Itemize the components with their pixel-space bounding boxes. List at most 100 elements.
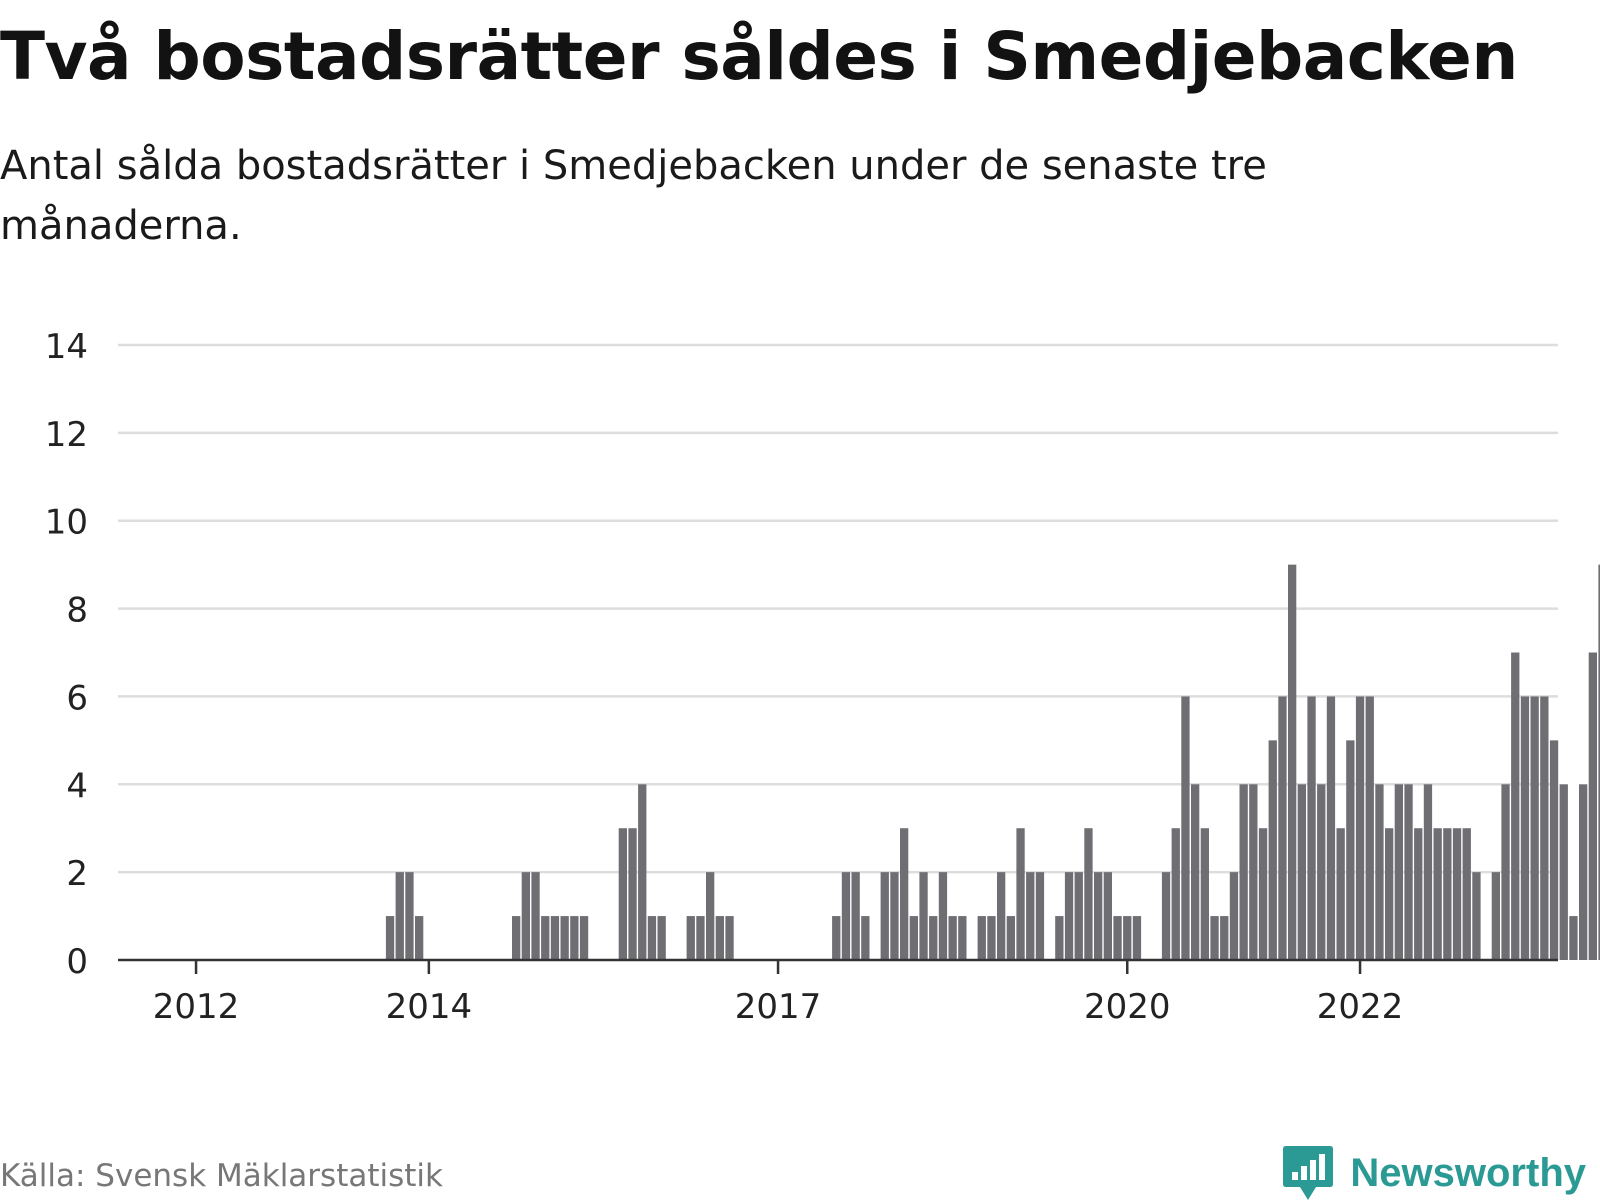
bar bbox=[1210, 916, 1219, 960]
bar bbox=[1588, 652, 1597, 960]
bar bbox=[1385, 828, 1394, 960]
bar bbox=[1472, 872, 1481, 960]
bar bbox=[1579, 784, 1588, 960]
bar bbox=[715, 916, 724, 960]
bar-chart: 02468101214201220142017202020222 bbox=[45, 327, 1600, 1020]
bar bbox=[1249, 784, 1258, 960]
newsworthy-logo-icon bbox=[1283, 1146, 1334, 1200]
bar bbox=[1501, 784, 1510, 960]
bar bbox=[919, 872, 928, 960]
bar bbox=[1549, 740, 1559, 960]
bar bbox=[1491, 872, 1500, 960]
bar bbox=[1229, 872, 1239, 960]
y-tick-label: 14 bbox=[45, 327, 88, 367]
bar bbox=[1132, 916, 1142, 960]
bar bbox=[1355, 696, 1365, 960]
bar bbox=[618, 828, 627, 960]
bar bbox=[647, 916, 657, 960]
bar bbox=[1113, 916, 1122, 960]
bar bbox=[900, 828, 909, 960]
bar bbox=[1103, 872, 1112, 960]
gridlines bbox=[118, 343, 1558, 874]
bar bbox=[628, 828, 637, 960]
bar bbox=[550, 916, 560, 960]
bar bbox=[560, 916, 569, 960]
y-tick-label: 10 bbox=[45, 503, 88, 543]
bar bbox=[1598, 564, 1600, 960]
bar bbox=[657, 916, 666, 960]
bar bbox=[1191, 784, 1200, 960]
bar bbox=[1433, 828, 1442, 960]
brand-logo: Newsworthy bbox=[1282, 1144, 1586, 1202]
bar bbox=[1307, 696, 1316, 960]
x-tick-label: 2017 bbox=[735, 987, 822, 1020]
bar bbox=[1006, 916, 1015, 960]
bar bbox=[638, 784, 647, 960]
bar bbox=[1239, 784, 1248, 960]
bar bbox=[1346, 740, 1355, 960]
bar bbox=[1317, 784, 1326, 960]
y-tick-label: 0 bbox=[66, 942, 88, 982]
bar bbox=[1375, 784, 1384, 960]
x-tick-label: 2012 bbox=[153, 987, 240, 1020]
source-note: Källa: Svensk Mäklarstatistik bbox=[0, 1158, 443, 1194]
bar bbox=[1035, 872, 1045, 960]
bar bbox=[1220, 916, 1229, 960]
bar bbox=[1055, 916, 1064, 960]
x-tick-label: 2014 bbox=[386, 987, 473, 1020]
bar bbox=[977, 916, 986, 960]
bar bbox=[415, 916, 424, 960]
bar bbox=[1094, 872, 1103, 960]
bar bbox=[531, 872, 540, 960]
bar bbox=[1520, 696, 1530, 960]
bar bbox=[861, 916, 870, 960]
bar bbox=[1404, 784, 1413, 960]
bar bbox=[1268, 740, 1277, 960]
y-tick-label: 4 bbox=[66, 766, 88, 806]
bar bbox=[1559, 784, 1568, 960]
bar bbox=[1394, 784, 1403, 960]
bar bbox=[405, 872, 414, 960]
bar bbox=[851, 872, 860, 960]
bar bbox=[938, 872, 948, 960]
bar bbox=[395, 872, 404, 960]
bar bbox=[1016, 828, 1025, 960]
bar bbox=[570, 916, 579, 960]
bar bbox=[1278, 696, 1287, 960]
bar bbox=[987, 916, 996, 960]
bar bbox=[1462, 828, 1471, 960]
bar bbox=[385, 916, 395, 960]
bar bbox=[512, 916, 521, 960]
bar bbox=[1336, 828, 1345, 960]
y-tick-label: 8 bbox=[66, 591, 88, 631]
bar bbox=[1530, 696, 1539, 960]
bar bbox=[1074, 872, 1083, 960]
bar bbox=[1123, 916, 1132, 960]
bar bbox=[1326, 696, 1336, 960]
bar bbox=[725, 916, 734, 960]
y-tick-label: 6 bbox=[66, 678, 88, 718]
bar bbox=[696, 916, 705, 960]
bar bbox=[1569, 916, 1578, 960]
x-tick-label: 2020 bbox=[1084, 987, 1171, 1020]
bar bbox=[1288, 564, 1297, 960]
bar bbox=[1365, 696, 1374, 960]
axes: 02468101214201220142017202020222 bbox=[45, 327, 1558, 1020]
bar bbox=[958, 916, 967, 960]
y-tick-label: 2 bbox=[66, 854, 88, 894]
bar bbox=[880, 872, 889, 960]
bar bbox=[1161, 872, 1171, 960]
chart-title: Två bostadsrätter såldes i Smedjebacken bbox=[0, 18, 1518, 95]
bar bbox=[706, 872, 715, 960]
bar bbox=[686, 916, 695, 960]
chart-subtitle: Antal sålda bostadsrätter i Smedjebacken… bbox=[0, 143, 1267, 249]
bar bbox=[1443, 828, 1452, 960]
bar bbox=[997, 872, 1006, 960]
bar bbox=[841, 872, 851, 960]
bar bbox=[909, 916, 918, 960]
x-tick-label: 2022 bbox=[1317, 987, 1404, 1020]
bar bbox=[890, 872, 899, 960]
bar bbox=[541, 916, 550, 960]
bar bbox=[1414, 828, 1423, 960]
bar bbox=[1511, 652, 1520, 960]
